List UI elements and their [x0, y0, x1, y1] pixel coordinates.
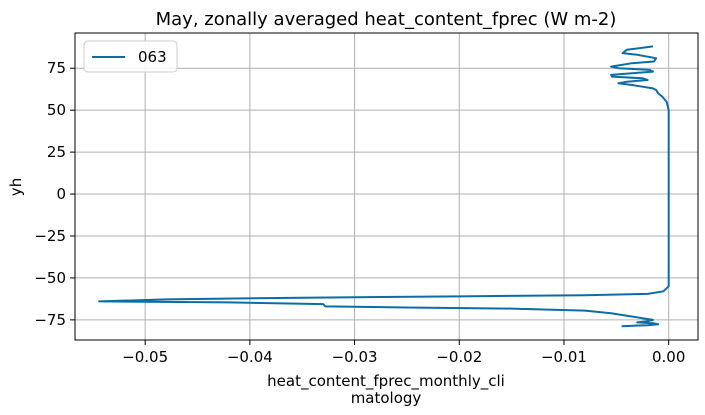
x-axis-ticks: −0.05 −0.04 −0.03 −0.02 −0.01 0.00	[122, 340, 685, 366]
legend-entry-label: 063	[138, 48, 167, 66]
x-tick-label: −0.04	[227, 348, 273, 366]
y-tick-label: 25	[47, 143, 66, 161]
chart-title: May, zonally averaged heat_content_fprec…	[156, 9, 617, 30]
series-layer	[98, 45, 670, 328]
series-line-063	[98, 45, 670, 328]
y-axis-label: yh	[7, 178, 25, 196]
y-tick-label: −75	[34, 311, 66, 329]
legend: 063	[83, 40, 178, 73]
y-tick-label: 50	[47, 101, 66, 119]
y-tick-label: 75	[47, 59, 66, 77]
plot-frame	[74, 32, 699, 341]
x-tick-label: −0.01	[541, 348, 587, 366]
y-tick-label: −25	[34, 227, 66, 245]
x-tick-label: 0.00	[652, 348, 685, 366]
y-axis-ticks: −75 −50 −25 0 25 50 75	[34, 59, 75, 329]
x-tick-label: −0.05	[122, 348, 168, 366]
y-tick-label: −50	[34, 269, 66, 287]
x-axis-label-line-1: heat_content_fprec_monthly_cli	[267, 372, 505, 391]
x-axis-label-line-2: matology	[351, 389, 422, 407]
y-tick-label: 0	[56, 185, 66, 203]
x-tick-label: −0.02	[436, 348, 482, 366]
x-tick-label: −0.03	[332, 348, 378, 366]
legend-box	[83, 40, 178, 73]
